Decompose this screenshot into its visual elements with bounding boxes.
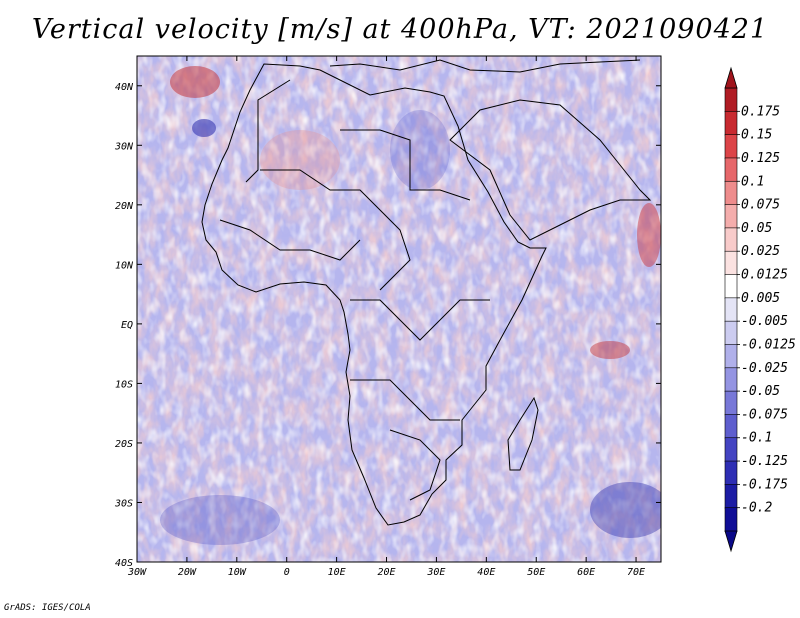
colorbar-label: -0.025 [741,361,788,376]
colorbar-label: -0.175 [741,477,788,492]
lat-tick-label: 30S [114,498,133,509]
lon-tick-label: 50E [527,567,545,578]
axis-ticks [136,56,661,563]
colorbar-swatch [724,437,738,462]
lon-tick-label: 20W [178,567,197,578]
colorbar-label: -0.075 [741,407,788,422]
colorbar-swatch [724,87,738,113]
grads-credit: GrADS: IGES/COLA [4,603,91,613]
lat-tick-label: 30N [114,141,134,152]
colorbar-swatch [724,367,738,392]
lon-tick-label: 40E [477,567,495,578]
colorbar-label: 0.125 [741,151,780,166]
colorbar-swatch [724,414,738,439]
colorbar-label: -0.1 [741,431,772,446]
colorbar-label: 0.1 [741,174,764,189]
lat-tick-label: 20S [115,439,133,450]
colorbar-swatch [724,507,738,532]
colorbar-swatch [724,250,738,276]
lon-tick-label: 70E [627,567,645,578]
colorbar [724,66,740,553]
colorbar-label: -0.0125 [741,337,796,352]
lon-tick-label: 60E [577,567,595,578]
colorbar-labels: 0.175 0.15 0.125 0.1 0.075 0.05 0.025 0.0125 0.0… [741,104,796,515]
lat-tick-label: EQ [121,320,133,331]
colorbar-swatch [724,227,738,253]
lat-tick-label: 10N [115,260,134,271]
lon-tick-label: 30W [127,567,147,578]
colorbar-label: 0.075 [741,198,780,213]
lon-tick-label: 0 [284,567,290,578]
longitude-labels: 30W 20W 10W 0 10E 20E 30E 40E 50E 60E 70E [127,567,645,578]
plot-title: Vertical velocity [m/s] at 400hPa, VT: 2… [31,14,769,45]
lat-tick-label: 40N [115,82,134,93]
lon-tick-label: 10W [228,567,247,578]
lon-tick-label: 20E [377,567,395,578]
colorbar-swatch [724,297,738,322]
colorbar-label: -0.005 [741,314,788,329]
colorbar-swatch [724,390,738,416]
colorbar-top-triangle [724,66,738,89]
colorbar-swatch [724,320,738,346]
coastlines [201,59,652,526]
colorbar-label: -0.2 [741,501,772,516]
colorbar-label: 0.05 [741,221,772,236]
lat-tick-label: 40S [115,558,133,569]
colorbar-swatch [724,111,738,136]
colorbar-swatch [724,460,738,486]
latitude-labels: 40N 30N 20N 10N EQ 10S 20S 30S 40S [114,82,134,569]
map-frame [136,55,662,563]
colorbar-bottom-triangle [724,530,738,553]
colorbar-swatch [724,484,738,509]
lon-tick-label: 10E [328,567,346,578]
lat-tick-label: 10S [115,379,133,390]
colorbar-label: 0.175 [741,104,780,119]
colorbar-label: 0.0125 [741,268,788,283]
colorbar-label: -0.125 [741,454,788,469]
colorbar-swatch [724,204,738,229]
lat-tick-label: 20N [115,201,134,212]
colorbar-swatch [724,157,738,183]
colorbar-swatch [724,274,738,299]
colorbar-swatch [724,134,738,159]
colorbar-label: 0.005 [741,291,780,306]
colorbar-label: 0.025 [741,244,780,259]
lon-tick-label: 30E [426,567,445,578]
colorbar-swatch [724,180,738,206]
velocity-field [137,56,661,562]
colorbar-label: 0.15 [741,128,772,143]
colorbar-label: -0.05 [741,384,780,399]
colorbar-swatch [724,344,738,369]
